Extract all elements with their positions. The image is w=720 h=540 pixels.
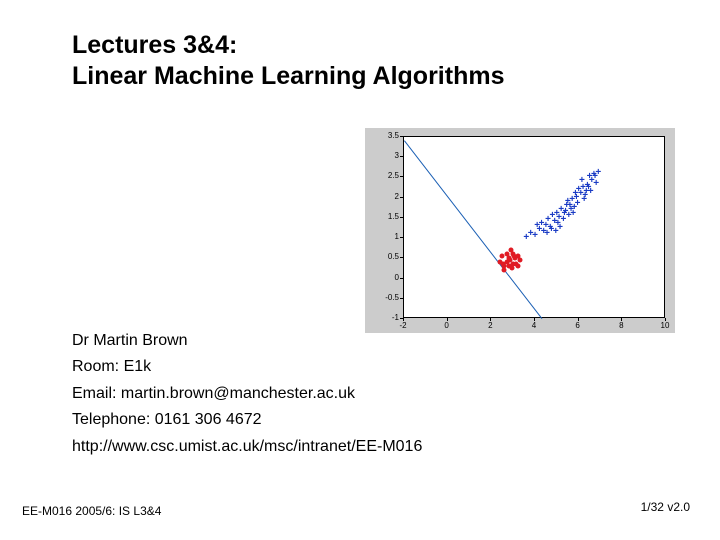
xtick-label: 0 [437,321,457,330]
slide-title: Lectures 3&4: Linear Machine Learning Al… [72,30,504,93]
ytick-label: 3 [375,151,399,160]
xtick-label: 8 [611,321,631,330]
ytick-label: 1.5 [375,212,399,221]
point-class-blue: + [570,209,576,219]
presenter-name: Dr Martin Brown [72,328,422,354]
presenter-info: Dr Martin Brown Room: E1k Email: martin.… [72,328,422,460]
ytick-label: 1 [375,232,399,241]
point-class-red [514,262,519,267]
point-class-blue: + [583,187,589,197]
presenter-phone: Telephone: 0161 306 4672 [72,407,422,433]
point-class-blue: + [592,172,598,182]
point-class-red [501,262,506,267]
point-class-red [504,252,509,257]
xtick-label: 2 [480,321,500,330]
chart-outer-panel: ++++++++++++++++++++++++++++++++++++++++… [365,128,675,333]
ytick-label: 2 [375,192,399,201]
ytick-label: 0.5 [375,252,399,261]
point-class-red [506,264,511,269]
point-class-blue: + [553,227,559,237]
presenter-room: Room: E1k [72,354,422,380]
title-line-1: Lectures 3&4: [72,30,504,61]
footer-course-code: EE-M016 2005/6: IS L3&4 [22,504,161,518]
footer-page-number: 1/32 v2.0 [641,500,690,514]
xtick-label: 4 [524,321,544,330]
xtick-label: 6 [568,321,588,330]
point-class-blue: + [544,229,550,239]
point-class-red [502,268,507,273]
presenter-email: Email: martin.brown@manchester.ac.uk [72,381,422,407]
presenter-url: http://www.csc.umist.ac.uk/msc/intranet/… [72,434,422,460]
point-class-blue: + [534,221,540,231]
xtick-label: 10 [655,321,675,330]
ytick-label: -0.5 [375,293,399,302]
title-line-2: Linear Machine Learning Algorithms [72,61,504,92]
point-class-blue: + [572,189,578,199]
decision-boundary-line [404,140,542,319]
chart-plot-area: ++++++++++++++++++++++++++++++++++++++++… [403,136,665,318]
ytick-label: 3.5 [375,131,399,140]
scatter-chart: ++++++++++++++++++++++++++++++++++++++++… [365,128,675,333]
point-class-red [515,254,520,259]
ytick-label: 0 [375,273,399,282]
ytick-label: 2.5 [375,171,399,180]
